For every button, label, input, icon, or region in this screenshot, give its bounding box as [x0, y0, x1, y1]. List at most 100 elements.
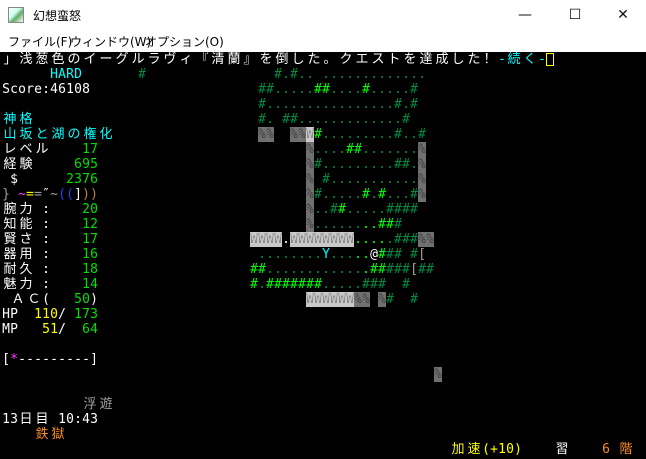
stat-value-wis: 17	[82, 232, 98, 247]
game-terminal[interactable]: 」浅葱色のイーグルラヴィ『清蘭』を倒した。クエストを達成した！ -続く- HAR…	[0, 52, 646, 459]
glyph: 1	[82, 277, 90, 292]
map-tree: #	[258, 97, 266, 112]
glyph: o	[18, 82, 26, 97]
map-empty	[242, 112, 250, 127]
glyph: 加	[451, 442, 465, 457]
close-button[interactable]: ✕	[617, 7, 629, 23]
glyph: 湖	[51, 127, 65, 142]
menu-window[interactable]: ウィンドウ(W)	[70, 35, 152, 49]
map-tree: #	[386, 292, 394, 307]
map-row: #.#.. .............	[242, 67, 426, 82]
map-empty	[258, 67, 266, 82]
map-granite-wall: %	[418, 157, 426, 172]
map-granite-wall: %	[418, 172, 426, 187]
map-floor: .	[354, 187, 362, 202]
map-empty	[298, 367, 306, 382]
map-floor: .	[338, 112, 346, 127]
map-floor: .	[362, 142, 370, 157]
map-empty	[338, 367, 346, 382]
map-row: ........Y.....@### #[	[242, 247, 426, 262]
map-empty	[266, 202, 274, 217]
equipment-slot[interactable]: ~	[50, 187, 58, 202]
map-lit-wall: W	[274, 232, 282, 247]
maximize-button[interactable]: ☐	[568, 7, 582, 23]
map-empty	[266, 67, 274, 82]
map-floor: .	[354, 112, 362, 127]
map-empty	[242, 97, 250, 112]
equipment-slot[interactable]: =	[26, 187, 34, 202]
glyph: 。	[323, 52, 337, 67]
map-floor: .	[322, 112, 330, 127]
map-floor: .	[266, 112, 274, 127]
map-empty	[258, 172, 266, 187]
map-floor: .	[322, 202, 330, 217]
map-floor: .	[274, 247, 282, 262]
map-floor: .	[402, 127, 410, 142]
map-tree: #	[362, 187, 370, 202]
map-tree: #	[410, 97, 418, 112]
more-prompt[interactable]: -続く-	[498, 52, 546, 67]
map-lit-wall: W	[258, 232, 266, 247]
glyph: }	[2, 187, 10, 202]
equipment-slot[interactable]: ″	[42, 187, 50, 202]
glyph: 1	[74, 307, 82, 322]
player-title: 神格	[2, 112, 34, 127]
glyph: ル	[131, 52, 145, 67]
map-floor: .	[386, 157, 394, 172]
minimize-button[interactable]: —	[518, 7, 532, 23]
app-icon	[8, 7, 24, 23]
map-empty	[346, 367, 354, 382]
map-floor: .	[306, 112, 314, 127]
glyph: 久	[19, 262, 33, 277]
map-empty	[290, 217, 298, 232]
map-floor: .	[274, 97, 282, 112]
glyph: e	[34, 82, 42, 97]
equipment-slot[interactable]: )	[82, 187, 90, 202]
map-floor: .	[362, 112, 370, 127]
glyph: 経	[3, 157, 17, 172]
map-tree: #	[394, 97, 402, 112]
map-tree: #	[402, 277, 410, 292]
glyph: 6	[90, 172, 98, 187]
difficulty-label: HARD	[50, 67, 82, 82]
glyph	[34, 262, 42, 277]
map-granite-wall: %	[306, 187, 314, 202]
glyph: r	[26, 82, 34, 97]
map-floor: .	[362, 232, 370, 247]
map-tree: #	[370, 277, 378, 292]
map-floor: .	[354, 277, 362, 292]
equipment-slot[interactable]: }	[2, 187, 10, 202]
glyph: 1	[82, 247, 90, 262]
glyph: 8	[82, 82, 90, 97]
glyph: 1	[42, 307, 50, 322]
item-armor-icon: [	[418, 247, 426, 262]
map-floor: .	[346, 262, 354, 277]
menu-file[interactable]: ファイル(F)	[8, 35, 73, 49]
equipment-slot[interactable]: =	[34, 187, 42, 202]
map-wall: #	[138, 67, 146, 82]
equipment-slot[interactable]: )	[90, 187, 98, 202]
glyph: -	[58, 352, 66, 367]
map-floor: .	[402, 172, 410, 187]
map-lit-wall: W	[330, 292, 338, 307]
map-tree: #	[378, 262, 386, 277]
glyph: Ｃ	[27, 292, 41, 307]
map-empty	[426, 367, 434, 382]
equipment-slot[interactable]: (	[58, 187, 66, 202]
map-empty	[290, 157, 298, 172]
glyph: 格	[19, 112, 33, 127]
map-tree: #	[378, 217, 386, 232]
map-floor: .	[354, 67, 362, 82]
map-floor: .	[322, 187, 330, 202]
map-tree: #	[346, 142, 354, 157]
hp-max: 173	[74, 307, 98, 322]
glyph: -	[50, 352, 58, 367]
menu-options[interactable]: オプション(O)	[145, 35, 224, 49]
player-race-class: 山坂と湖の権化	[2, 127, 114, 142]
equipment-slot[interactable]: (	[66, 187, 74, 202]
glyph: 5	[42, 322, 50, 337]
map-floor: .	[370, 157, 378, 172]
map-floor: .	[338, 127, 346, 142]
equipment-slot[interactable]: ]	[74, 187, 82, 202]
equipment-slot[interactable]: ~	[18, 187, 26, 202]
